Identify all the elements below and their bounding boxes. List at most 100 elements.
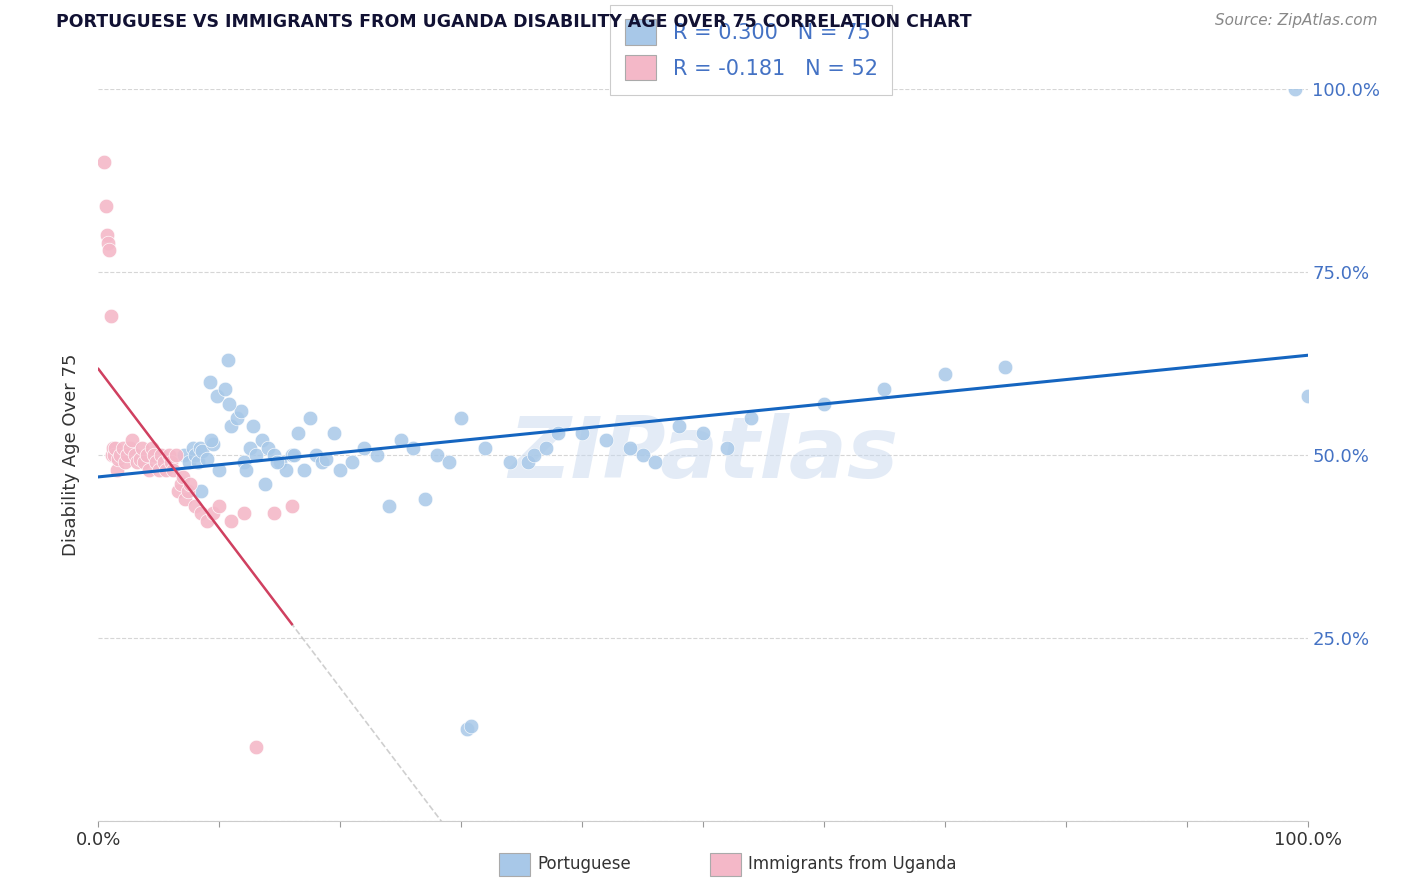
Point <box>195 451 218 466</box>
Point <box>873 382 896 396</box>
Point <box>498 455 520 469</box>
Point <box>173 448 195 462</box>
Point <box>299 411 322 425</box>
Point <box>202 507 225 521</box>
Point <box>254 477 277 491</box>
Point <box>619 441 641 455</box>
Point <box>103 448 125 462</box>
Point <box>221 418 243 433</box>
Point <box>179 455 201 469</box>
Point <box>342 455 364 469</box>
Point <box>191 444 214 458</box>
Point <box>281 499 304 513</box>
Point <box>547 425 569 440</box>
Legend: R = 0.300   N = 75, R = -0.181   N = 52: R = 0.300 N = 75, R = -0.181 N = 52 <box>610 4 893 95</box>
Point <box>1296 389 1319 403</box>
Point <box>190 484 212 499</box>
Point <box>595 434 617 448</box>
Point <box>644 455 666 469</box>
Point <box>269 455 291 469</box>
Point <box>716 441 738 455</box>
Point <box>143 448 166 462</box>
Point <box>239 441 262 455</box>
Point <box>315 451 337 466</box>
Point <box>188 441 211 455</box>
Point <box>205 389 228 403</box>
Point <box>181 441 204 455</box>
Point <box>114 455 136 469</box>
Point <box>155 462 177 476</box>
Point <box>160 455 183 469</box>
Point <box>263 448 285 462</box>
Point <box>217 352 239 367</box>
Point <box>177 484 200 499</box>
Point <box>232 507 254 521</box>
Point <box>165 448 187 462</box>
Point <box>232 455 254 469</box>
Point <box>389 434 412 448</box>
Point <box>305 448 328 462</box>
Point <box>100 448 122 462</box>
Point <box>134 455 156 469</box>
Point <box>245 448 267 462</box>
Point <box>323 425 346 440</box>
Point <box>631 448 654 462</box>
Point <box>202 437 225 451</box>
Point <box>813 397 835 411</box>
Point <box>124 448 146 462</box>
Point <box>437 455 460 469</box>
Text: Source: ZipAtlas.com: Source: ZipAtlas.com <box>1215 13 1378 29</box>
Point <box>366 448 388 462</box>
Point <box>145 455 167 469</box>
Point <box>105 462 128 476</box>
Point <box>167 484 190 499</box>
Point <box>179 477 201 491</box>
Point <box>460 718 482 732</box>
Point <box>1284 82 1306 96</box>
Point <box>450 411 472 425</box>
Point <box>172 470 194 484</box>
Point <box>117 448 139 462</box>
Point <box>141 441 163 455</box>
Point <box>221 514 243 528</box>
Point <box>169 477 191 491</box>
Text: Portuguese: Portuguese <box>537 855 631 873</box>
Point <box>426 448 449 462</box>
Point <box>107 451 129 466</box>
Point <box>266 455 288 469</box>
Point <box>281 448 304 462</box>
Point <box>135 448 157 462</box>
Point <box>190 507 212 521</box>
Point <box>245 740 267 755</box>
Point <box>150 448 173 462</box>
Point <box>127 455 149 469</box>
Point <box>93 155 115 169</box>
Point <box>516 455 538 469</box>
Point <box>534 441 557 455</box>
Point <box>198 375 221 389</box>
Point <box>118 441 141 455</box>
Point <box>157 448 180 462</box>
Point <box>97 235 120 250</box>
Point <box>148 462 170 476</box>
Point <box>101 441 124 455</box>
Point <box>287 425 309 440</box>
Point <box>104 441 127 455</box>
Point <box>208 462 231 476</box>
Point <box>329 462 352 476</box>
Point <box>994 360 1017 375</box>
Point <box>200 434 222 448</box>
Point <box>162 462 184 476</box>
Text: ZIPatlas: ZIPatlas <box>508 413 898 497</box>
Point <box>128 451 150 466</box>
Point <box>98 243 121 257</box>
Point <box>131 441 153 455</box>
Y-axis label: Disability Age Over 75: Disability Age Over 75 <box>62 353 80 557</box>
Point <box>184 499 207 513</box>
Point <box>274 462 297 476</box>
Point <box>184 448 207 462</box>
Point <box>740 411 762 425</box>
Point <box>214 382 236 396</box>
Point <box>174 491 197 506</box>
Point <box>195 514 218 528</box>
